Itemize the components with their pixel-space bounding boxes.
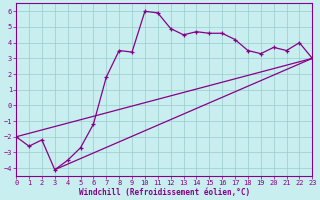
X-axis label: Windchill (Refroidissement éolien,°C): Windchill (Refroidissement éolien,°C): [79, 188, 250, 197]
